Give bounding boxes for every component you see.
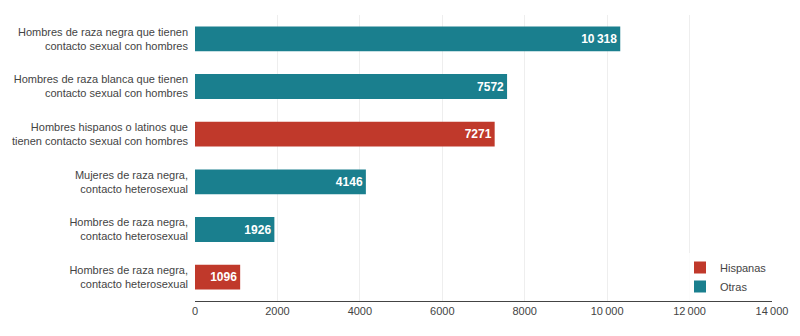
svg-text:Hombres de raza blanca que tie: Hombres de raza blanca que tienencontact… [14, 73, 189, 99]
svg-text:2000: 2000 [265, 305, 289, 317]
svg-text:Hispanas: Hispanas [720, 262, 766, 274]
svg-text:4146: 4146 [336, 175, 363, 189]
svg-text:8000: 8000 [512, 305, 536, 317]
svg-text:10 318: 10 318 [581, 32, 617, 46]
svg-text:Hombres de raza negra,contacto: Hombres de raza negra,contacto heterosex… [69, 264, 188, 290]
svg-text:7271: 7271 [465, 127, 492, 141]
svg-text:14 000: 14 000 [756, 305, 789, 317]
svg-text:Mujeres de raza negra,contacto: Mujeres de raza negra,contacto heterosex… [75, 169, 188, 195]
svg-text:4000: 4000 [348, 305, 372, 317]
svg-text:Hombres de raza negra que tien: Hombres de raza negra que tienencontacto… [18, 26, 188, 52]
svg-text:Hombres hispanos o latinos que: Hombres hispanos o latinos quetienen con… [12, 121, 189, 147]
svg-text:Hombres de raza negra,contacto: Hombres de raza negra,contacto heterosex… [69, 216, 188, 242]
svg-text:1096: 1096 [210, 270, 237, 284]
svg-text:1926: 1926 [244, 223, 271, 237]
svg-text:12 000: 12 000 [673, 305, 706, 317]
svg-text:7572: 7572 [477, 80, 504, 94]
svg-text:6000: 6000 [430, 305, 454, 317]
svg-text:Otras: Otras [720, 281, 747, 293]
svg-text:10 000: 10 000 [591, 305, 624, 317]
svg-text:0: 0 [192, 305, 198, 317]
